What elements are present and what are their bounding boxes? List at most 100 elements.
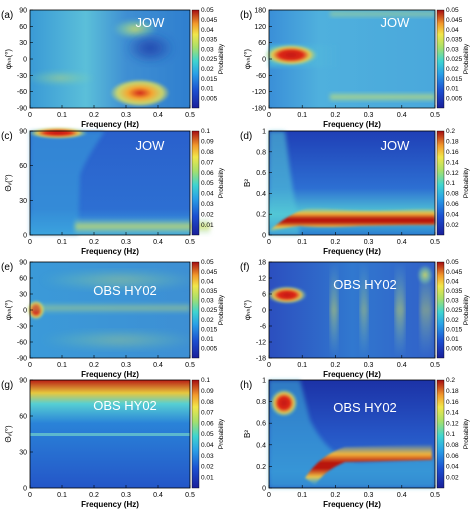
x-tick-label: 0.1 [57, 239, 67, 246]
y-tick-label: -12 [256, 340, 266, 347]
x-tick-label: 0.3 [121, 492, 131, 499]
colorbar-tick-label: 0.05 [446, 259, 459, 266]
y-axis-label: φₕₕ(°) [4, 49, 13, 70]
colorbar-tick-label: 0.025 [201, 307, 218, 314]
colorbar-tick-label: 0.015 [446, 76, 463, 83]
x-tick-label: 0.2 [331, 362, 341, 369]
chart-overlay-3: 0 0.1 0.2 0.3 0.4 0.5 90 60 30 0 Frequency (Hz) Θᵥ(… [1, 128, 225, 256]
colorbar-label: Probability [218, 167, 225, 198]
x-axis-label: Frequency (Hz) [323, 247, 381, 256]
y-tick-label: 0.8 [256, 149, 266, 156]
x-tick-label: 0.2 [331, 112, 341, 119]
y-tick-label: 180 [254, 8, 266, 15]
colorbar-tick-label: 0.03 [446, 298, 459, 305]
colorbar-tick-label: 0.035 [201, 37, 218, 44]
x-tick-label: 0 [267, 492, 271, 499]
x-tick-label: 0.2 [89, 492, 99, 499]
chart-overlay-2: 0 0.1 0.2 0.3 0.4 0.5 180 120 60 0 -60 -120 -180 Freq… [240, 7, 470, 129]
x-tick-label: 0.5 [185, 492, 195, 499]
y-tick-label: -60 [256, 73, 266, 80]
x-tick-label: 0 [267, 362, 271, 369]
colorbar-tick-label: 0.01 [201, 336, 214, 343]
y-tick-label: -60 [17, 89, 27, 96]
y-tick-label: 60 [19, 24, 27, 31]
x-tick-label: 0.4 [397, 492, 407, 499]
x-tick-label: 0.5 [185, 362, 195, 369]
y-tick-label: 0.8 [256, 399, 266, 406]
panel-letter: (e) [1, 262, 13, 273]
y-tick-label: 0.6 [256, 170, 266, 177]
x-tick-label: 0.5 [430, 239, 440, 246]
colorbar-label: Probability [218, 43, 225, 74]
colorbar-tick-label: 0.1 [201, 377, 210, 384]
colorbar-tick-label: 0.18 [446, 388, 459, 395]
colorbar-tick-label: 0.015 [201, 326, 218, 333]
colorbar-tick-label: 0.16 [446, 399, 459, 406]
y-tick-label: 30 [19, 450, 27, 457]
colorbar-tick-label: 0.005 [446, 346, 463, 353]
station-label: JOW [136, 15, 166, 30]
colorbar-tick-label: 0.02 [201, 464, 214, 471]
colorbar-tick-label: 0.2 [446, 128, 455, 135]
colorbar-tick-label: 0.01 [446, 86, 459, 93]
colorbar-tick-label: 0.04 [201, 191, 214, 198]
y-tick-label: 0 [23, 308, 27, 315]
panel-letter: (h) [240, 380, 252, 391]
colorbar-tick-label: 0.005 [201, 95, 218, 102]
y-tick-label: -90 [17, 356, 27, 363]
colorbar-tick-label: 0.05 [201, 180, 214, 187]
colorbar-label: Probability [218, 418, 225, 449]
y-tick-label: 90 [19, 8, 27, 15]
panel-letter: (a) [1, 10, 13, 21]
colorbar-tick-label: 0.08 [201, 399, 214, 406]
heatmap-feature-c [28, 127, 210, 235]
colorbar-tick-label: 0.045 [446, 269, 463, 276]
colorbar-tick-label: 0.06 [446, 201, 459, 208]
colorbar-tick-label: 0.14 [446, 410, 459, 417]
x-tick-label: 0.2 [89, 112, 99, 119]
y-tick-label: -30 [17, 73, 27, 80]
y-tick-label: 1 [262, 129, 266, 136]
x-tick-label: 0.3 [364, 362, 374, 369]
colorbar-tick-label: 0.035 [446, 37, 463, 44]
y-tick-label: 12 [258, 276, 266, 283]
y-tick-label: 0 [23, 233, 27, 240]
colorbar-tick-label: 0.015 [446, 326, 463, 333]
colorbar-label: Probability [463, 167, 470, 198]
colorbar-tick-label: 0.05 [201, 259, 214, 266]
x-tick-label: 0.4 [397, 362, 407, 369]
chart-overlay-6: 0 0.1 0.2 0.3 0.4 0.5 18 12 6 0 -6 -12 -18 Frequency … [240, 259, 470, 379]
y-tick-label: 1 [262, 378, 266, 385]
y-tick-label: -180 [252, 106, 266, 113]
station-label: JOW [381, 138, 411, 153]
chart-overlay-4: 0 0.1 0.2 0.3 0.4 0.5 1 0.8 0.6 0.4 0.2 0 Frequency … [240, 128, 470, 256]
x-tick-label: 0.4 [153, 362, 163, 369]
colorbar [436, 261, 445, 359]
colorbar-tick-label: 0.02 [446, 66, 459, 73]
x-tick-label: 0.2 [89, 362, 99, 369]
x-tick-label: 0.1 [57, 362, 67, 369]
panel-letter: (g) [1, 380, 13, 391]
colorbar-tick-label: 0.02 [201, 317, 214, 324]
panel-letter: (b) [240, 10, 252, 21]
colorbar-tick-label: 0.02 [201, 211, 214, 218]
colorbar-tick-label: 0.025 [446, 56, 463, 63]
y-axis-label: B² [243, 179, 252, 187]
x-tick-label: 0.1 [57, 112, 67, 119]
station-label: OBS HY02 [93, 398, 157, 413]
plot-frame [268, 379, 436, 489]
chart-panel-6 [269, 262, 435, 358]
colorbar-tick-label: 0.16 [446, 149, 459, 156]
y-tick-label: -18 [256, 356, 266, 363]
colorbar-tick-label: 0.005 [446, 95, 463, 102]
y-tick-label: -60 [17, 340, 27, 347]
colorbar [436, 379, 445, 489]
x-tick-label: 0 [28, 492, 32, 499]
colorbar-tick-label: 0.04 [201, 278, 214, 285]
plot-frame [29, 379, 191, 489]
y-tick-label: 30 [19, 198, 27, 205]
heatmap-feature-e [27, 270, 200, 350]
colorbar-tick-label: 0.04 [201, 27, 214, 34]
colorbar-tick-label: 0.045 [201, 17, 218, 24]
